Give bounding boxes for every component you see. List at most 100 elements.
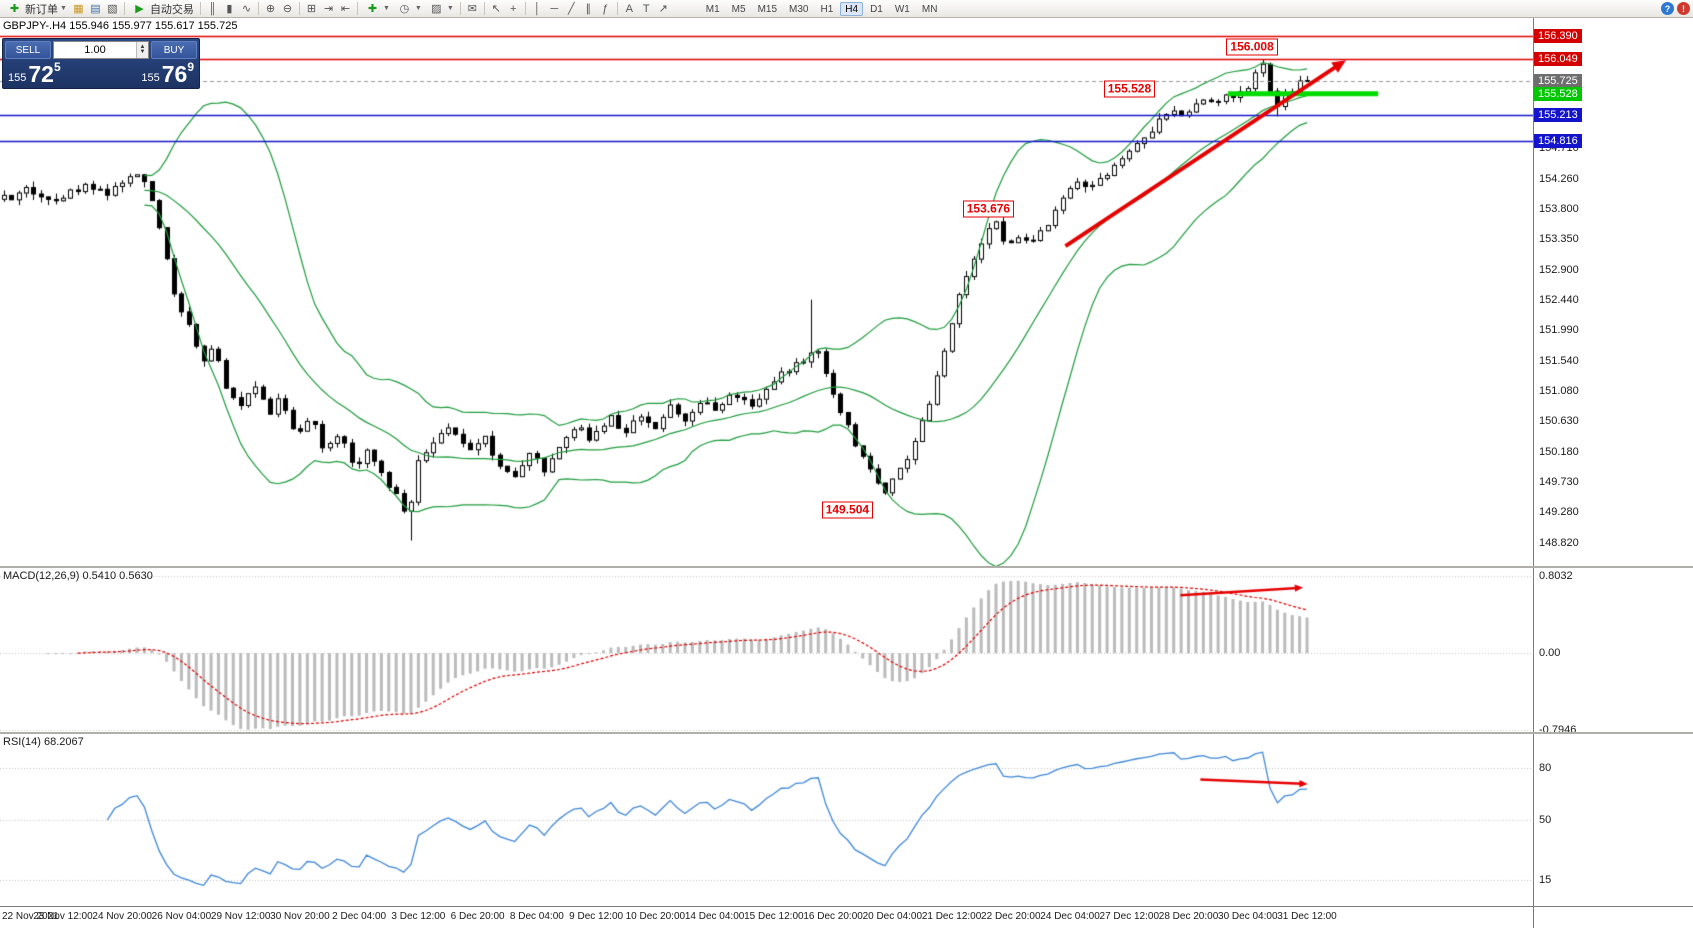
mail-icon[interactable]: ✉ <box>467 3 477 15</box>
cursor-icon[interactable]: ↖ <box>491 3 501 15</box>
price-callout-label[interactable]: 153.676 <box>962 200 1015 218</box>
time-axis-label: 24 Dec 04:00 <box>1040 911 1100 922</box>
crosshair-icon[interactable]: + <box>510 2 517 15</box>
time-axis-label: 31 Dec 12:00 <box>1277 911 1337 922</box>
volume-field[interactable]: 1.00 ▲ ▼ <box>53 41 149 59</box>
price-axis-tag: 154.816 <box>1534 134 1582 149</box>
price-axis-label: 152.900 <box>1539 263 1579 276</box>
fibonacci-icon[interactable]: ƒ <box>602 2 609 15</box>
trendline-icon[interactable]: ╱ <box>567 3 575 15</box>
auto-scroll-icon[interactable]: ⇥ <box>323 3 334 15</box>
timeframe-h1[interactable]: H1 <box>820 3 834 15</box>
price-axis-label: 151.990 <box>1539 324 1579 337</box>
panel-separator[interactable] <box>0 732 1693 734</box>
timeframe-m1[interactable]: M1 <box>705 3 720 15</box>
time-axis-label: 29 Nov 12:00 <box>210 911 271 922</box>
text-icon[interactable]: A <box>625 2 633 15</box>
price-chart-canvas[interactable] <box>0 18 1533 566</box>
macd-panel: MACD(12,26,9) 0.5410 0.5630 0.8032 0.00 -0… <box>0 568 1693 732</box>
spinner-up-icon[interactable]: ▲ <box>139 44 146 50</box>
price-axis-tag: 156.390 <box>1534 29 1582 44</box>
price-callout-label[interactable]: 156.008 <box>1226 38 1278 56</box>
timeframe-h4[interactable]: H4 <box>840 1 864 16</box>
play-icon: ▶ <box>135 3 144 15</box>
price-callout-label[interactable]: 155.528 <box>1103 80 1156 98</box>
new-order-label: 新订单 <box>25 3 58 16</box>
timeframe-w1[interactable]: W1 <box>894 3 910 15</box>
time-axis-label: 26 Nov 04:00 <box>151 911 212 922</box>
toolbar-separator <box>199 2 201 15</box>
chart-shift-icon[interactable]: ⇤ <box>340 3 351 15</box>
ask-price-display[interactable]: 155 76 9 <box>141 60 194 86</box>
time-axis-label: 30 Nov 20:00 <box>270 911 330 922</box>
time-axis[interactable]: 22 Nov 2021 23 Nov 12:00 24 Nov 20:00 26 No… <box>0 906 1693 928</box>
symbol-header: GBPJPY-.H4 155.946 155.977 155.617 155.7… <box>3 20 238 32</box>
sell-button[interactable]: SELL <box>5 41 51 59</box>
buy-button[interactable]: BUY <box>151 41 197 59</box>
price-axis-tag: 155.528 <box>1534 86 1582 101</box>
tile-windows-icon[interactable]: ⊞ <box>306 3 317 15</box>
volume-value[interactable]: 1.00 <box>84 44 106 56</box>
volume-spinner[interactable]: ▲ ▼ <box>136 42 148 58</box>
panel-separator[interactable] <box>0 566 1693 568</box>
clock-icon: ◷ <box>399 3 410 15</box>
periods-button[interactable]: ◷ ▼ <box>393 1 425 17</box>
market-watch-icon[interactable]: ▤ <box>90 3 101 15</box>
toolbar-right-group: ? ! <box>1661 2 1690 15</box>
bid-small-digits: 155 <box>8 72 27 84</box>
ask-pipette-digit: 9 <box>187 60 194 74</box>
bid-price-display[interactable]: 155 72 5 <box>8 60 61 86</box>
bar-chart-icon[interactable]: ║ <box>208 2 217 15</box>
timeframe-toolbar: M1 M5 M15 M30 H1 H4 D1 W1 MN <box>700 1 944 16</box>
macd-axis: 0.8032 0.00 -0.7946 <box>1533 568 1693 732</box>
navigator-icon[interactable]: ▧ <box>107 3 118 15</box>
time-axis-label: 10 Dec 20:00 <box>625 911 686 922</box>
rsi-canvas[interactable] <box>0 734 1533 906</box>
timeframe-m15[interactable]: M15 <box>757 3 778 15</box>
chevron-down-icon: ▼ <box>414 5 422 12</box>
price-axis-label: 154.260 <box>1539 172 1579 185</box>
new-order-button[interactable]: ✚ 新订单 ▼ <box>3 1 70 17</box>
macd-axis-label: -0.7946 <box>1539 723 1577 732</box>
price-callout-label[interactable]: 149.504 <box>821 501 874 519</box>
rsi-label: RSI(14) 68.2067 <box>3 736 84 748</box>
time-axis-label: 21 Dec 12:00 <box>921 911 982 922</box>
zoom-out-icon[interactable]: ⊖ <box>282 3 293 15</box>
spinner-down-icon[interactable]: ▼ <box>139 49 146 55</box>
templates-button[interactable]: ▨ ▼ <box>425 1 457 17</box>
toolbar-separator <box>356 2 358 15</box>
auto-trading-button[interactable]: ▶ 自动交易 <box>128 1 197 17</box>
time-axis-label: 9 Dec 12:00 <box>569 911 624 922</box>
charts-icon[interactable]: ▦ <box>73 3 84 15</box>
alert-icon[interactable]: ! <box>1677 2 1690 15</box>
indicators-button[interactable]: ✚ ▼ <box>361 1 393 17</box>
price-axis-label: 153.800 <box>1539 203 1579 216</box>
price-axis[interactable]: 154.710 154.260 153.800 153.350 152.900 152.4… <box>1533 18 1693 566</box>
timeframe-m30[interactable]: M30 <box>789 3 809 15</box>
toolbar-separator <box>616 2 618 15</box>
horizontal-line-icon[interactable]: ─ <box>550 2 559 15</box>
time-axis-label: 3 Dec 12:00 <box>391 911 446 922</box>
indicators-icon: ✚ <box>367 3 378 15</box>
window-bottom-margin <box>0 928 1693 937</box>
channel-icon[interactable]: ∥ <box>585 3 592 15</box>
price-chart-panel: GBPJPY-.H4 155.946 155.977 155.617 155.7… <box>0 18 1693 566</box>
candlestick-chart-icon[interactable]: ▮ <box>226 3 233 15</box>
vertical-line-icon[interactable]: │ <box>533 2 541 15</box>
label-icon[interactable]: T <box>642 2 650 15</box>
zoom-in-icon[interactable]: ⊕ <box>265 3 276 15</box>
timeframe-d1[interactable]: D1 <box>870 3 883 15</box>
time-axis-label: 28 Dec 20:00 <box>1158 911 1219 922</box>
help-icon[interactable]: ? <box>1661 2 1674 15</box>
timeframe-mn[interactable]: MN <box>921 3 938 15</box>
arrows-icon[interactable]: ↗ <box>658 3 668 15</box>
time-axis-corner <box>1533 907 1534 928</box>
macd-axis-label: 0.00 <box>1539 647 1561 660</box>
time-axis-label: 23 Nov 12:00 <box>33 911 93 922</box>
price-axis-label: 153.350 <box>1539 233 1579 246</box>
macd-canvas[interactable] <box>0 568 1533 732</box>
line-chart-icon[interactable]: ∿ <box>241 3 252 15</box>
time-axis-label: 20 Dec 04:00 <box>862 911 923 922</box>
toolbar-separator <box>459 2 461 15</box>
timeframe-m5[interactable]: M5 <box>731 3 746 15</box>
